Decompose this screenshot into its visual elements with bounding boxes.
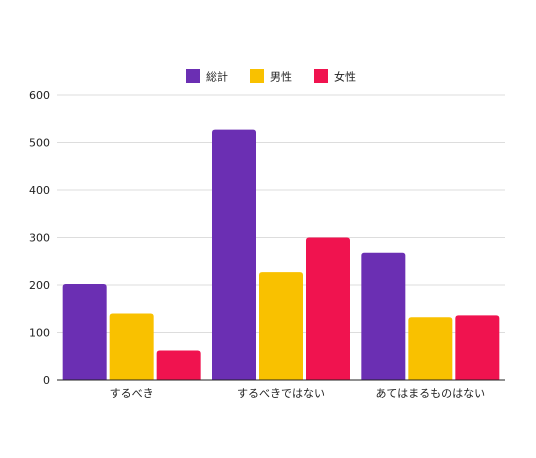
legend-item: 総計 bbox=[186, 69, 228, 84]
y-tick-label: 200 bbox=[29, 279, 50, 292]
legend-swatch bbox=[186, 69, 200, 83]
axis-layer: 0 100 200 300 400 500 600 するべき するべきではない あてはまるものはな… bbox=[29, 89, 505, 400]
y-tick-label: 100 bbox=[29, 327, 50, 340]
legend-label: 男性 bbox=[270, 70, 292, 84]
legend: 総計 男性 女性 bbox=[186, 69, 356, 84]
x-category-label: するべき bbox=[110, 387, 154, 400]
y-tick-label: 400 bbox=[29, 184, 50, 197]
y-tick-label: 600 bbox=[29, 89, 50, 102]
x-category-label: あてはまるものはない bbox=[376, 387, 486, 400]
bar bbox=[259, 272, 303, 380]
bar bbox=[306, 237, 350, 380]
bar bbox=[156, 350, 201, 380]
legend-swatch bbox=[250, 69, 264, 83]
bar bbox=[455, 315, 500, 380]
bar bbox=[62, 284, 107, 380]
bar bbox=[408, 317, 453, 380]
bar bbox=[109, 313, 154, 380]
y-tick-label: 500 bbox=[29, 137, 50, 150]
x-category-label: するべきではない bbox=[237, 387, 325, 400]
bar bbox=[361, 252, 406, 380]
bars-layer bbox=[62, 129, 500, 380]
legend-label: 総計 bbox=[206, 70, 228, 84]
legend-swatch bbox=[314, 69, 328, 83]
legend-label: 女性 bbox=[334, 70, 356, 84]
legend-item: 女性 bbox=[314, 69, 356, 84]
legend-item: 男性 bbox=[250, 69, 292, 84]
y-tick-label: 300 bbox=[29, 232, 50, 245]
y-tick-label: 0 bbox=[43, 374, 50, 387]
bar bbox=[212, 129, 256, 380]
